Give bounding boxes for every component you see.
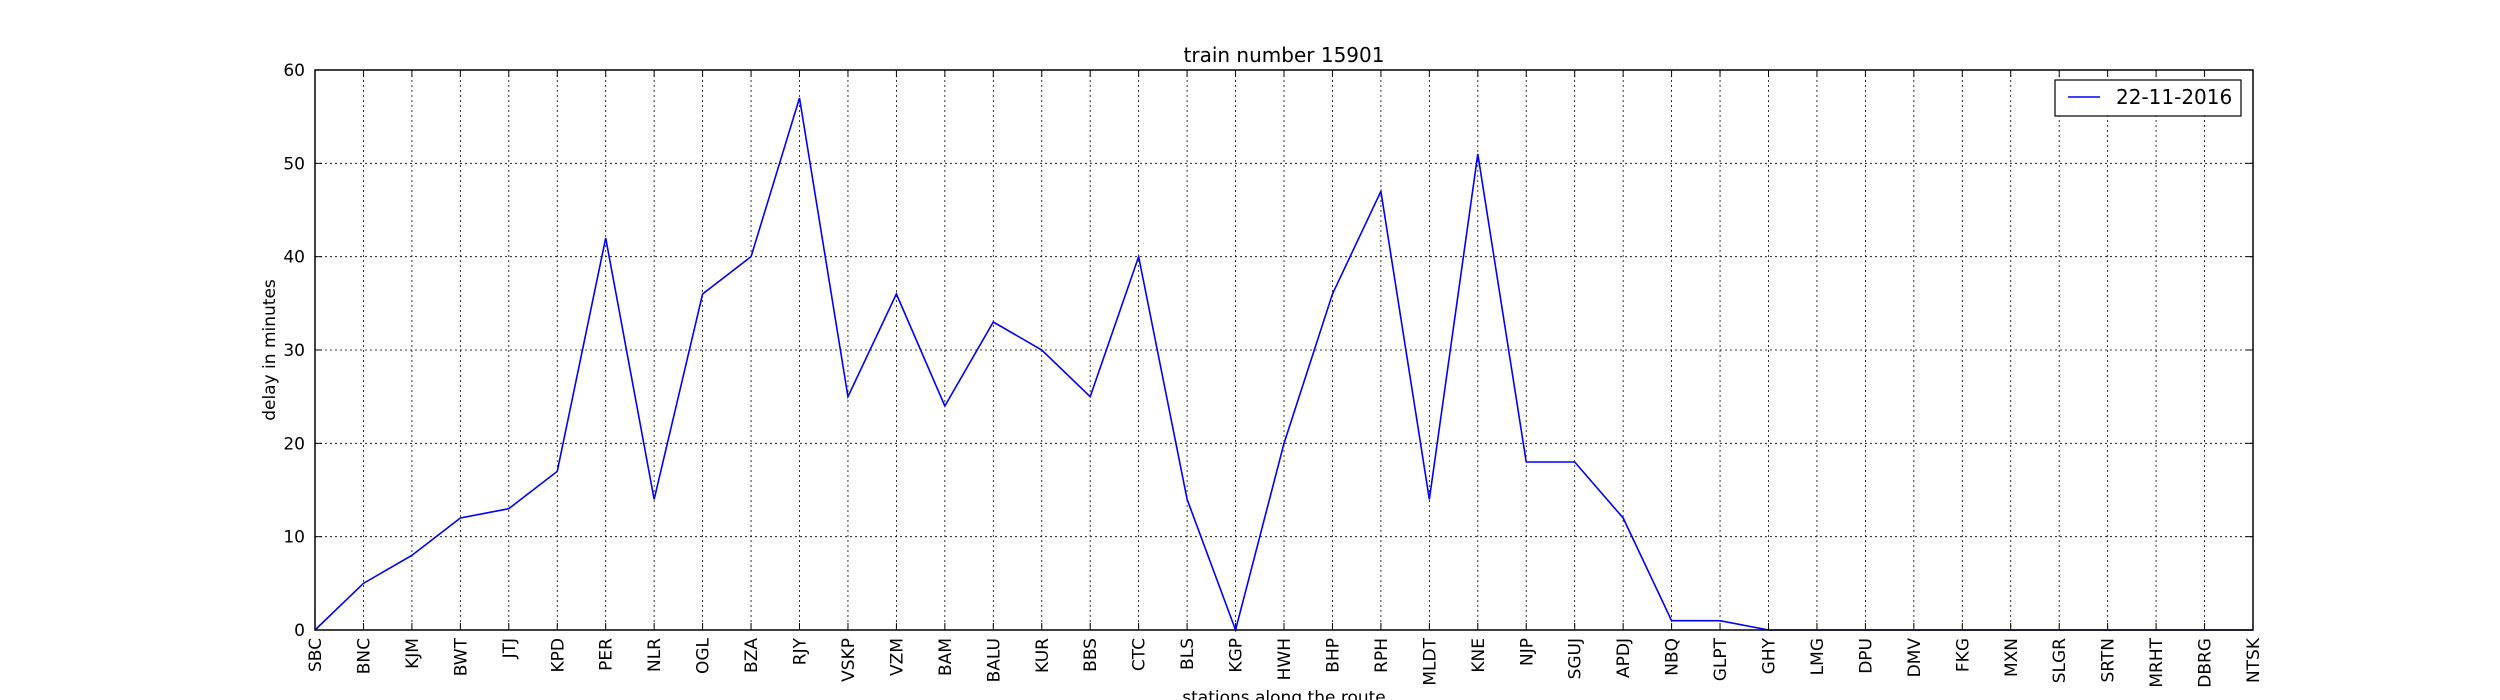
x-tick-label: KPD <box>548 638 568 673</box>
chart-title: train number 15901 <box>1184 43 1385 67</box>
x-tick-label: BALU <box>984 638 1004 682</box>
x-tick-label: BHP <box>1323 638 1343 673</box>
legend-label: 22-11-2016 <box>2116 85 2232 109</box>
x-tick-label: SRTN <box>2099 638 2119 682</box>
x-tick-label: NJP <box>1517 638 1537 666</box>
x-tick-label: NLR <box>645 638 665 672</box>
x-tick-label: MLDT <box>1420 637 1440 685</box>
x-axis-title: stations along the route <box>1182 688 1386 700</box>
y-tick-label: 60 <box>283 61 305 81</box>
x-tick-label: SGUJ <box>1566 638 1586 679</box>
x-tick-label: NTSK <box>2244 637 2264 683</box>
x-tick-label: KJM <box>403 638 423 669</box>
y-axis-title: delay in minutes <box>260 279 280 421</box>
x-tick-label: PER <box>597 638 617 671</box>
x-tick-label: KGP <box>1227 638 1247 673</box>
x-tick-label: DBRG <box>2196 638 2216 688</box>
y-tick-label: 30 <box>283 341 305 361</box>
x-tick-label: RPH <box>1372 638 1392 673</box>
x-tick-label: LMG <box>1808 638 1828 675</box>
x-tick-label: BBS <box>1081 638 1101 672</box>
x-tick-label: SBC <box>306 638 326 672</box>
x-tick-label: VSKP <box>839 638 859 682</box>
x-tick-label: FKG <box>1953 638 1973 672</box>
grid <box>314 69 2254 631</box>
y-tick-label: 50 <box>283 154 305 174</box>
y-tick-label: 20 <box>283 434 305 454</box>
legend-box <box>2054 79 2242 117</box>
y-tick-label: 40 <box>283 248 305 268</box>
x-tick-label: NBQ <box>1663 638 1683 676</box>
x-tick-label: JTJ <box>500 638 520 659</box>
x-tick-label: SLGR <box>2050 638 2070 683</box>
y-tick-label: 0 <box>294 621 305 641</box>
legend: 22-11-2016 <box>2054 79 2242 117</box>
x-tick-label: MRHT <box>2147 637 2167 687</box>
y-tick-label: 10 <box>283 528 305 548</box>
x-tick-label: BZA <box>742 638 762 673</box>
x-tick-label: HWH <box>1275 638 1295 680</box>
x-tick-label: KUR <box>1033 638 1053 673</box>
x-tick-label: RJY <box>791 637 811 665</box>
x-tick-label: APDJ <box>1614 638 1634 678</box>
axis-ticks: 0 10 20 30 40 50 60 SBC BNC KJM BWT JTJ KPD PER NLR OGL… <box>283 61 2264 688</box>
x-tick-label: GLPT <box>1711 637 1731 681</box>
x-tick-label: KNE <box>1469 638 1489 673</box>
x-tick-label: DMV <box>1905 638 1925 678</box>
x-tick-label: GHY <box>1760 637 1780 674</box>
x-tick-label: BNC <box>354 638 374 674</box>
x-tick-label: BLS <box>1178 638 1198 670</box>
x-tick-label: OGL <box>694 637 714 674</box>
x-tick-label: MXN <box>2002 638 2022 677</box>
x-tick-label: DPU <box>1856 638 1876 674</box>
x-tick-label: BAM <box>936 638 956 676</box>
x-tick-label: CTC <box>1130 638 1150 671</box>
x-tick-label: BWT <box>451 637 471 676</box>
x-tick-label: VZM <box>887 638 907 676</box>
